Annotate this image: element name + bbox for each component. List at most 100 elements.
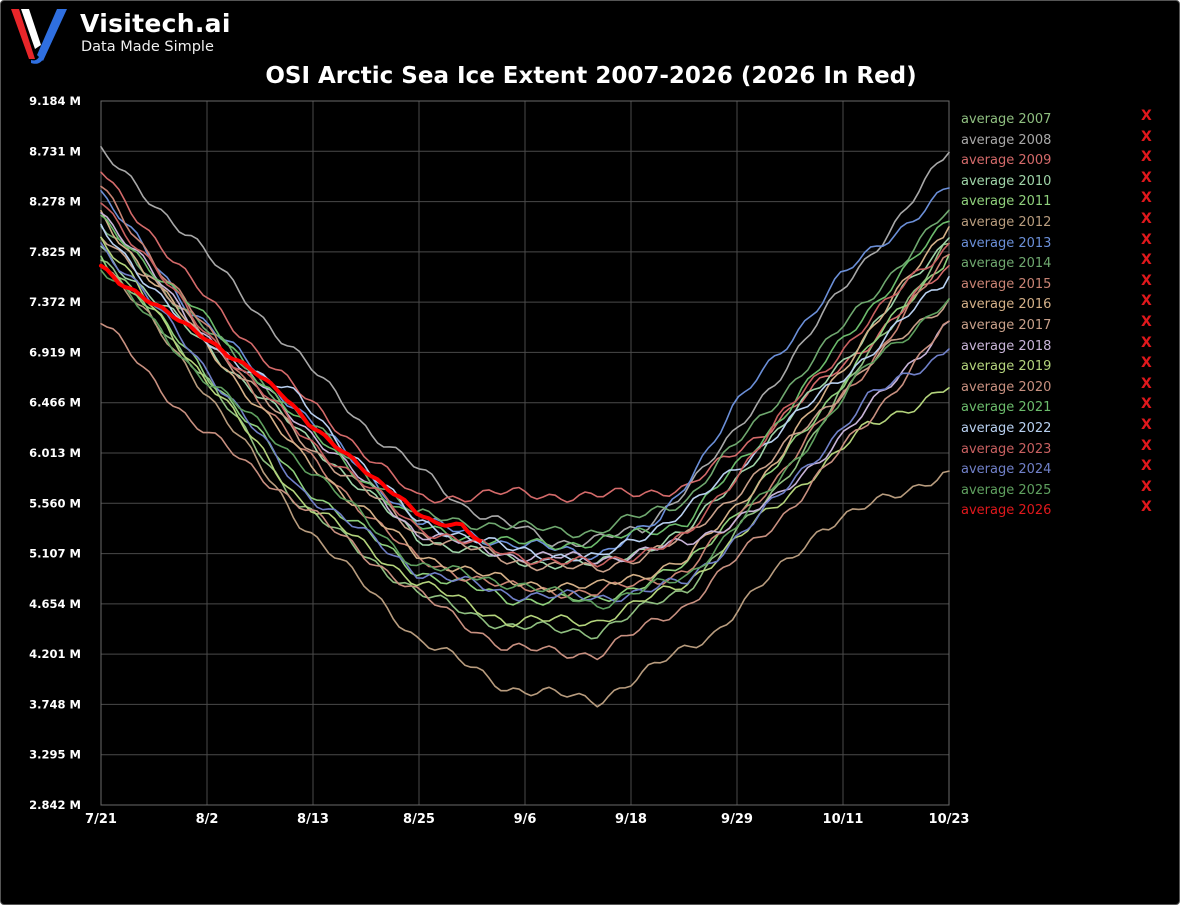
legend-item[interactable]: average 2021 X: [961, 396, 1161, 420]
legend-label: average 2008: [961, 132, 1052, 148]
remove-series-button[interactable]: X: [1141, 108, 1152, 124]
y-tick-label: 6.919 M: [29, 345, 81, 359]
remove-series-button[interactable]: X: [1141, 149, 1152, 166]
legend-label: average 2017: [961, 317, 1052, 333]
x-tick-label: 7/21: [85, 812, 117, 827]
legend-item[interactable]: average 2019 X: [961, 355, 1161, 379]
legend-label: average 2011: [961, 194, 1052, 210]
remove-series-button[interactable]: X: [1141, 190, 1152, 207]
legend-item[interactable]: average 2025 X: [961, 478, 1161, 503]
remove-series-button[interactable]: X: [1141, 231, 1152, 248]
remove-series-button[interactable]: X: [1141, 416, 1152, 433]
legend-label: average 2025: [961, 482, 1052, 498]
legend-label: average 2012: [961, 214, 1052, 230]
legend-label: average 2022: [961, 420, 1052, 436]
series-line-average-2008: [100, 146, 950, 548]
y-tick-label: 4.201 M: [29, 647, 81, 661]
y-axis-ticks: 2.842 M 3.295 M 3.748 M 4.201 M 4.654 M 5.107…: [29, 94, 81, 812]
x-tick-label: 8/25: [403, 812, 435, 827]
series-line-average-2007: [100, 242, 950, 640]
remove-series-button[interactable]: X: [1141, 396, 1152, 413]
legend-item[interactable]: average 2022 X: [961, 416, 1161, 441]
series-line-average-2025: [100, 269, 950, 610]
remove-series-button[interactable]: X: [1141, 313, 1152, 330]
remove-series-button[interactable]: X: [1141, 334, 1152, 351]
remove-series-button[interactable]: X: [1141, 499, 1152, 516]
y-tick-label: 3.295 M: [29, 748, 81, 762]
legend-item[interactable]: average 2016 X: [961, 293, 1161, 317]
legend-label: average 2026: [961, 503, 1052, 519]
legend-item[interactable]: average 2015 X: [961, 272, 1161, 297]
remove-series-button[interactable]: X: [1141, 355, 1152, 372]
y-tick-label: 6.466 M: [29, 396, 81, 410]
legend-item[interactable]: average 2023 X: [961, 437, 1161, 462]
remove-series-button[interactable]: X: [1141, 210, 1152, 227]
series-line-average-2015: [100, 185, 950, 599]
remove-series-button[interactable]: X: [1141, 375, 1152, 392]
remove-series-button[interactable]: X: [1141, 458, 1152, 475]
grid: [100, 100, 950, 806]
series-line-average-2023: [100, 202, 950, 568]
x-tick-label: 10/11: [823, 812, 864, 827]
brand-name: Visitech.ai: [80, 9, 231, 38]
series-lines: [99, 146, 950, 708]
series-line-average-2019: [100, 236, 950, 628]
y-tick-label: 7.372 M: [29, 295, 81, 309]
legend-label: average 2009: [961, 153, 1052, 169]
series-line-average-2014: [100, 209, 950, 539]
logo-v-icon: [11, 9, 67, 64]
series-line-average-2012: [100, 265, 950, 708]
legend-item[interactable]: average 2017 X: [961, 313, 1161, 338]
x-tick-label: 9/29: [721, 812, 753, 827]
legend-item[interactable]: average 2014 X: [961, 252, 1161, 276]
chart-title: OSI Arctic Sea Ice Extent 2007-2026 (202…: [265, 63, 917, 89]
legend-item[interactable]: average 2012 X: [961, 210, 1161, 235]
legend-item[interactable]: average 2020 X: [961, 375, 1161, 400]
legend-label: average 2024: [961, 462, 1052, 478]
legend-item[interactable]: average 2024 X: [961, 458, 1161, 482]
y-tick-label: 8.278 M: [29, 195, 81, 209]
visitech-logo: Visitech.ai Data Made Simple: [7, 5, 237, 67]
y-tick-label: 9.184 M: [29, 94, 81, 108]
legend-label: average 2020: [961, 379, 1052, 395]
series-line-average-2026: [99, 263, 482, 543]
legend-label: average 2015: [961, 276, 1052, 292]
legend-label: average 2013: [961, 235, 1052, 251]
y-tick-label: 5.560 M: [29, 496, 81, 510]
y-tick-label: 4.654 M: [29, 597, 81, 611]
x-tick-label: 9/18: [615, 812, 647, 827]
legend-item[interactable]: average 2010 X: [961, 169, 1161, 194]
legend-label: average 2016: [961, 297, 1052, 313]
legend-label: average 2010: [961, 173, 1052, 189]
series-line-average-2024: [100, 242, 950, 603]
y-tick-label: 3.748 M: [29, 697, 81, 711]
remove-series-button[interactable]: X: [1141, 437, 1152, 454]
remove-series-button[interactable]: X: [1141, 293, 1152, 310]
remove-series-button[interactable]: X: [1141, 272, 1152, 289]
remove-series-button[interactable]: X: [1141, 169, 1152, 186]
x-tick-label: 9/6: [514, 812, 537, 827]
remove-series-button[interactable]: X: [1141, 252, 1152, 269]
legend-item[interactable]: average 2018 X: [961, 334, 1161, 359]
legend-label: average 2014: [961, 256, 1052, 272]
brand-tagline: Data Made Simple: [81, 39, 214, 55]
remove-series-button[interactable]: X: [1141, 478, 1152, 495]
legend-item[interactable]: average 2008 X: [961, 128, 1161, 153]
legend-item[interactable]: average 2007 X: [961, 108, 1161, 132]
legend-item[interactable]: average 2013 X: [961, 231, 1161, 256]
series-line-average-2020: [100, 320, 950, 661]
remove-series-button[interactable]: X: [1141, 128, 1152, 145]
legend-label: average 2021: [961, 400, 1052, 416]
legend-label: average 2018: [961, 338, 1052, 354]
legend-item[interactable]: average 2011 X: [961, 190, 1161, 214]
legend-label: average 2019: [961, 359, 1052, 375]
y-tick-label: 6.013 M: [29, 446, 81, 460]
y-tick-label: 8.731 M: [29, 144, 81, 158]
x-axis-ticks: 7/21 8/2 8/13 8/25 9/6 9/18 9/29 10/11 10/23: [85, 812, 969, 827]
legend-item[interactable]: average 2026 X: [961, 499, 1161, 523]
x-tick-label: 10/23: [929, 812, 970, 827]
legend-item[interactable]: average 2009 X: [961, 149, 1161, 173]
